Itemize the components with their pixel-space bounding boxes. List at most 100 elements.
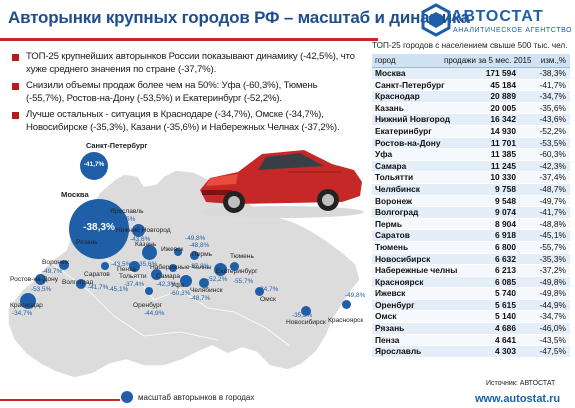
russia-map: -41,7% Санкт-Петербург -38,3% Москва Яро… [4,140,365,390]
city-pct: -43,5% [111,261,132,268]
city-bubble [180,275,192,287]
city-bubble [342,300,351,309]
city-label: Тюмень [230,253,254,260]
city-pct: -37,2% [189,263,210,270]
city-bubble [59,260,69,270]
cell-sales: 6 085 [495,276,516,287]
city-bubble [174,248,182,256]
cell-city: Новосибирск [375,253,431,264]
city-bubble [169,264,177,272]
cell-sales: 9 548 [495,195,516,206]
cell-sales: 4 303 [495,346,516,357]
cell-city: Пермь [375,218,403,229]
city-pct: -49,8% [185,235,206,242]
cell-city: Нижний Новгород [375,114,451,125]
bullet-square-icon [12,83,19,90]
cell-city: Саратов [375,230,410,241]
logo-mark-icon [421,3,451,37]
city-pct: -34,7% [258,286,279,293]
city-label: Набережные Челны [150,264,212,271]
cell-change: -43,6% [539,114,566,125]
cell-city: Волгоград [375,207,419,218]
city-pct: -47,5% [115,216,136,223]
cell-change: -52,2% [539,125,566,136]
table-row: Саратов 6 918 -45,1% [372,230,570,242]
city-bubble [301,306,311,316]
city-pct: -46,0% [98,235,119,242]
city-pct: -41,7% [88,284,109,291]
city-pct: -49,7% [42,268,63,275]
cell-change: -45,1% [539,230,566,241]
finding-text: Лучше остальных - ситуация в Краснодаре … [26,109,340,133]
city-label: Саратов [84,271,110,278]
cell-city: Самара [375,160,407,171]
city-label: Санкт-Петербург [86,141,148,150]
city-bubble [101,262,109,270]
cell-city: Рязань [375,323,405,334]
cell-change: -35,3% [539,253,566,264]
table-body: Москва 171 594 -38,3% Санкт-Петербург 45 184… [372,68,570,358]
website-link[interactable]: www.autostat.ru [475,393,561,405]
cell-sales: 11 701 [490,137,516,148]
city-sales-table: город продажи за 5 мес. 2015 изм.,% Моск… [372,54,570,358]
table-row: Оренбург 5 615 -44,9% [372,299,570,312]
city-pct: -55,7% [233,278,254,285]
cell-city: Казань [375,102,404,113]
city-label: Ярославль [110,208,144,215]
logo-name: АВТОСТАТ [451,8,544,25]
city-label: Красноярск [328,317,364,324]
table-row: Екатеринбург 14 930 -52,2% [372,125,570,138]
cell-sales: 5 140 [495,311,516,322]
cell-sales: 8 904 [495,218,516,229]
legend-bubble-icon [121,391,133,403]
city-label: Екатеринбург [216,268,258,275]
city-bubble [199,278,209,288]
city-label: Ростов-на-Дону [10,276,59,283]
cell-sales: 5 740 [495,288,516,299]
cell-change: -37,2% [539,265,566,276]
cell-sales: 4 641 [495,334,516,345]
page-title: Авторынки крупных городов РФ – масштаб и… [8,8,470,27]
table-row: Тюмень 6 800 -55,7% [372,241,570,254]
city-label: Самара [156,273,181,280]
cell-change: -34,7% [539,311,566,322]
city-pct: -45,1% [108,286,129,293]
table-row: Воронеж 9 548 -49,7% [372,195,570,208]
cell-sales: 4 686 [495,323,516,334]
city-pct: -38,3% [83,222,115,233]
cell-city: Тольятти [375,172,414,183]
cell-sales: 20 005 [490,102,516,113]
cell-city: Санкт-Петербург [375,79,445,90]
city-pct: -34,7% [12,310,33,317]
car-photo [192,140,367,220]
cell-city: Челябинск [375,183,420,194]
city-label: Уфа [171,282,185,289]
cell-change: -60,3% [539,149,566,160]
bullet-square-icon [12,54,19,61]
city-pct: -52,2% [207,276,228,283]
city-bubble [108,215,115,222]
city-label: Казань [135,241,157,248]
cell-change: -55,7% [539,241,566,252]
cell-city: Ростов-на-Дону [375,137,441,148]
city-bubble [145,287,153,295]
table-row: Самара 11 245 -42,3% [372,160,570,173]
cell-change: -47,5% [539,346,566,357]
cell-city: Ижевск [375,288,406,299]
city-pct: -48,8% [189,242,210,249]
column-header-sales: продажи за 5 мес. 2015 [444,56,532,65]
red-sedan-icon [200,150,364,218]
city-label: Рязань [76,239,98,246]
bullet-square-icon [12,112,19,119]
city-label: Пенза [117,266,136,273]
cell-change: -48,7% [539,183,566,194]
cell-sales: 6 918 [495,230,516,241]
city-label: Волгоград [62,279,94,286]
city-label: Оренбург [133,302,163,309]
logo-tagline: АНАЛИТИЧЕСКОЕ АГЕНТСТВО [453,27,573,34]
city-pct: -35,6% [137,261,158,268]
cell-change: -53,5% [539,137,566,148]
city-pct: -41,7% [83,161,105,168]
cell-sales: 16 342 [490,114,516,125]
table-row: Краснодар 20 889 -34,7% [372,91,570,103]
